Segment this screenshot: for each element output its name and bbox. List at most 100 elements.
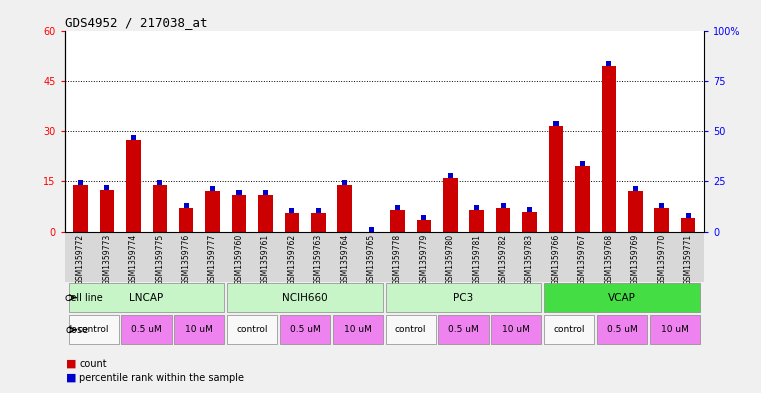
Bar bbox=[205, 191, 220, 231]
Bar bbox=[179, 208, 193, 231]
Text: cell line: cell line bbox=[65, 293, 103, 303]
Bar bbox=[659, 203, 664, 208]
Bar bbox=[417, 220, 431, 231]
Text: GSM1359779: GSM1359779 bbox=[419, 234, 428, 285]
Bar bbox=[68, 315, 119, 344]
Text: GSM1359765: GSM1359765 bbox=[367, 234, 376, 285]
Bar bbox=[183, 203, 189, 208]
Text: GSM1359769: GSM1359769 bbox=[631, 234, 640, 285]
Bar bbox=[280, 315, 330, 344]
Text: GSM1359768: GSM1359768 bbox=[604, 234, 613, 285]
Text: GSM1359783: GSM1359783 bbox=[525, 234, 534, 285]
Text: 10 uM: 10 uM bbox=[661, 325, 689, 334]
Text: percentile rank within the sample: percentile rank within the sample bbox=[79, 373, 244, 383]
Bar bbox=[131, 135, 136, 140]
Text: NCIH660: NCIH660 bbox=[282, 293, 328, 303]
Text: GDS4952 / 217038_at: GDS4952 / 217038_at bbox=[65, 16, 207, 29]
Bar bbox=[501, 203, 506, 208]
Text: GSM1359782: GSM1359782 bbox=[498, 234, 508, 285]
Bar bbox=[333, 315, 383, 344]
Bar bbox=[544, 283, 700, 312]
Text: GSM1359778: GSM1359778 bbox=[393, 234, 402, 285]
Text: ■: ■ bbox=[66, 358, 77, 369]
Text: control: control bbox=[237, 325, 268, 334]
Text: dose: dose bbox=[65, 325, 88, 335]
Bar bbox=[152, 185, 167, 231]
Text: GSM1359771: GSM1359771 bbox=[683, 234, 693, 285]
Text: LNCAP: LNCAP bbox=[129, 293, 164, 303]
Text: 0.5 uM: 0.5 uM bbox=[131, 325, 162, 334]
Bar bbox=[73, 185, 88, 231]
Text: count: count bbox=[79, 358, 107, 369]
Text: PC3: PC3 bbox=[454, 293, 473, 303]
Bar bbox=[386, 315, 436, 344]
Bar bbox=[470, 210, 484, 231]
Bar bbox=[544, 315, 594, 344]
Bar bbox=[158, 180, 162, 185]
Bar bbox=[122, 315, 172, 344]
Bar bbox=[126, 140, 141, 231]
Bar bbox=[549, 127, 563, 231]
Bar bbox=[422, 215, 426, 220]
Bar bbox=[337, 185, 352, 231]
Bar bbox=[285, 213, 299, 231]
Bar bbox=[263, 190, 268, 195]
Bar bbox=[258, 195, 272, 231]
Bar bbox=[654, 208, 669, 231]
Bar bbox=[575, 167, 590, 231]
Bar bbox=[100, 190, 114, 231]
Text: GSM1359780: GSM1359780 bbox=[446, 234, 455, 285]
Bar bbox=[78, 180, 83, 185]
Bar bbox=[686, 213, 691, 218]
Text: GSM1359767: GSM1359767 bbox=[578, 234, 587, 285]
Bar bbox=[474, 205, 479, 210]
Text: ■: ■ bbox=[66, 373, 77, 383]
Bar bbox=[342, 180, 347, 185]
Bar bbox=[681, 218, 696, 231]
Text: GSM1359766: GSM1359766 bbox=[552, 234, 561, 285]
Bar bbox=[237, 190, 241, 195]
Bar bbox=[104, 185, 110, 190]
Text: 0.5 uM: 0.5 uM bbox=[607, 325, 638, 334]
Text: GSM1359763: GSM1359763 bbox=[314, 234, 323, 285]
Bar bbox=[68, 283, 224, 312]
Bar bbox=[597, 315, 647, 344]
Bar bbox=[522, 211, 537, 231]
Bar bbox=[447, 173, 453, 178]
Text: GSM1359762: GSM1359762 bbox=[288, 234, 296, 285]
Text: GSM1359760: GSM1359760 bbox=[234, 234, 244, 285]
Text: GSM1359772: GSM1359772 bbox=[76, 234, 85, 285]
Text: VCAP: VCAP bbox=[608, 293, 636, 303]
Bar bbox=[227, 315, 277, 344]
Bar bbox=[496, 208, 511, 231]
Text: control: control bbox=[395, 325, 426, 334]
Text: GSM1359776: GSM1359776 bbox=[182, 234, 191, 285]
Bar bbox=[601, 66, 616, 231]
Text: GSM1359777: GSM1359777 bbox=[208, 234, 217, 285]
Text: GSM1359781: GSM1359781 bbox=[473, 234, 481, 285]
Text: 10 uM: 10 uM bbox=[344, 325, 372, 334]
Bar bbox=[395, 205, 400, 210]
Bar bbox=[316, 208, 321, 213]
Bar bbox=[210, 187, 215, 191]
Text: 0.5 uM: 0.5 uM bbox=[290, 325, 320, 334]
Bar bbox=[311, 213, 326, 231]
Bar bbox=[232, 195, 247, 231]
Text: GSM1359761: GSM1359761 bbox=[261, 234, 270, 285]
Bar bbox=[368, 226, 374, 231]
Text: 10 uM: 10 uM bbox=[186, 325, 213, 334]
Bar bbox=[227, 283, 383, 312]
Bar bbox=[607, 61, 611, 66]
Text: GSM1359775: GSM1359775 bbox=[155, 234, 164, 285]
Text: 10 uM: 10 uM bbox=[502, 325, 530, 334]
Text: 0.5 uM: 0.5 uM bbox=[448, 325, 479, 334]
Bar bbox=[492, 315, 542, 344]
Bar bbox=[386, 283, 542, 312]
Bar bbox=[174, 315, 224, 344]
Bar bbox=[438, 315, 489, 344]
Text: control: control bbox=[78, 325, 110, 334]
Bar bbox=[527, 206, 532, 211]
Bar bbox=[632, 187, 638, 191]
Bar bbox=[443, 178, 457, 231]
Bar bbox=[628, 191, 642, 231]
